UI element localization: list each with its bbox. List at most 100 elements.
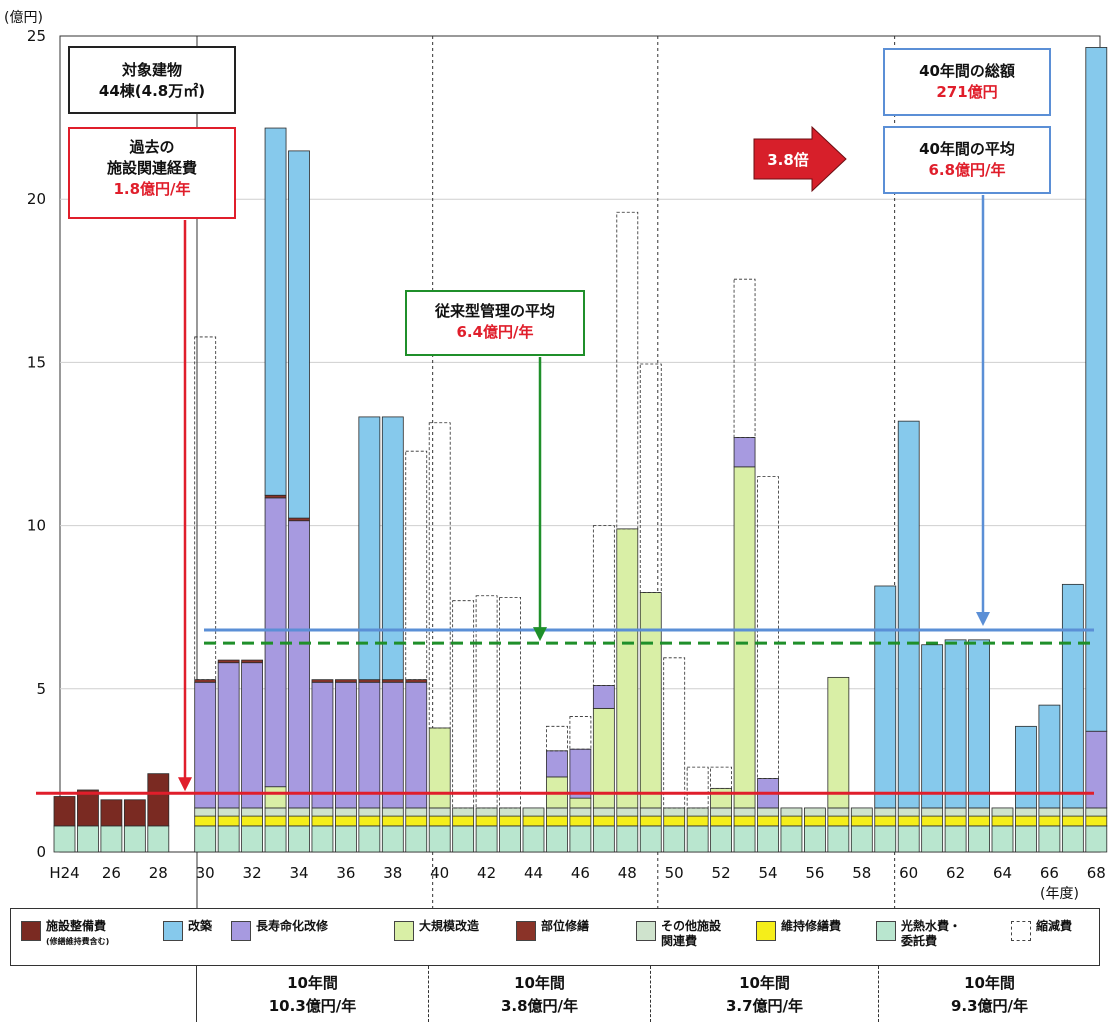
legend-item: 施設整備費 (修繕維持費含む) <box>21 919 109 949</box>
legend-sublabel: (修繕維持費含む) <box>46 937 110 946</box>
bar-segment <box>194 807 217 817</box>
legend-item: その他施設 関連費 <box>636 919 721 949</box>
bar-segment <box>780 825 803 853</box>
bar-segment <box>897 815 920 827</box>
bar-segment <box>217 659 240 664</box>
conventional-average-value: 6.4億円/年 <box>456 323 534 341</box>
bar-segment <box>264 807 287 817</box>
bar-segment <box>944 807 967 817</box>
bar-segment <box>592 825 615 853</box>
bar-segment <box>264 815 287 827</box>
bar-segment <box>991 825 1014 853</box>
target-building-box: 対象建物 44棟(4.8万㎡) <box>68 46 236 114</box>
bar-segment <box>804 825 826 853</box>
bar-segment <box>546 815 568 827</box>
bar-segment <box>288 520 310 809</box>
bar-segment <box>1038 815 1061 827</box>
bar-segment <box>733 466 756 809</box>
bar-segment <box>546 807 568 817</box>
bar-segment <box>1015 725 1037 809</box>
bar-segment <box>710 807 732 817</box>
legend-swatch <box>636 921 656 941</box>
bar-segment <box>874 825 897 853</box>
bar-segment <box>897 807 920 817</box>
ratio-arrow <box>753 125 847 193</box>
y-tick-label: 10 <box>27 517 46 535</box>
bar-segment <box>592 685 615 709</box>
x-axis-unit: (年度) <box>1040 886 1079 902</box>
bar-segment <box>639 592 662 809</box>
x-tick-label: 44 <box>524 864 543 882</box>
legend-label: 縮減費 <box>1036 919 1073 933</box>
bar-segment <box>1015 825 1037 853</box>
bar-segment <box>663 815 686 827</box>
legend-item: 光熱水費・ 委託費 <box>876 919 961 949</box>
y-axis-unit: (億円) <box>4 10 43 26</box>
summary-period: 10年間 <box>287 974 338 992</box>
bar-segment <box>475 807 498 817</box>
bar-segment <box>639 807 662 817</box>
bar-segment <box>358 815 381 827</box>
bar-segment <box>381 807 404 817</box>
bar-segment <box>569 815 592 827</box>
bar-segment <box>288 825 310 853</box>
conventional-average-box: 従来型管理の平均 6.4億円/年 <box>405 290 585 356</box>
bar-segment <box>288 807 310 817</box>
summary-value: 3.7億円/年 <box>725 997 804 1015</box>
bar-segment <box>944 639 967 809</box>
bar-segment <box>780 815 803 827</box>
bar-segment <box>968 825 990 853</box>
bar-segment <box>264 127 287 496</box>
bar-segment <box>991 807 1014 817</box>
bar-segment <box>1085 815 1108 827</box>
bar-segment <box>1038 807 1061 817</box>
bar-segment <box>1038 704 1061 809</box>
x-tick-label: 56 <box>805 864 824 882</box>
bar-segment <box>53 825 76 853</box>
bar-segment <box>569 807 592 817</box>
bar-segment <box>475 595 498 809</box>
bar-segment <box>897 825 920 853</box>
bar-segment <box>921 644 944 809</box>
bar-segment <box>288 815 310 827</box>
legend-item: 大規模改造 <box>394 919 479 941</box>
bar-segment <box>1085 47 1108 732</box>
bar-segment <box>827 676 850 809</box>
bar-segment <box>194 336 217 681</box>
bar-segment <box>334 681 357 809</box>
bar-segment <box>616 211 639 530</box>
bar-segment <box>1085 730 1108 809</box>
bar-segment <box>757 825 779 853</box>
bar-segment <box>616 528 639 809</box>
legend-swatch <box>394 921 414 941</box>
legend-item: 長寿命化改修 <box>231 919 328 941</box>
legend-item: 改築 <box>163 919 212 941</box>
x-tick-label: 62 <box>946 864 965 882</box>
bar-segment <box>77 789 99 827</box>
bar-segment <box>428 727 451 809</box>
bar-segment <box>311 807 334 817</box>
x-tick-label: H24 <box>49 864 79 882</box>
summary-period: 10年間 <box>739 974 790 992</box>
legend-swatch <box>876 921 896 941</box>
summary-period: 10年間 <box>514 974 565 992</box>
conventional-average-label: 従来型管理の平均 <box>434 302 555 320</box>
legend-item: 維持修繕費 <box>756 919 841 941</box>
summary-value: 10.3億円/年 <box>268 997 357 1015</box>
bar-segment <box>639 363 662 593</box>
bar-segment <box>452 815 475 827</box>
chart: 0 5 10 15 20 25(億円) H24 26 28 30 32 34 36 38 40 42 44 46 4… <box>4 10 1108 908</box>
bar-segment <box>241 815 264 827</box>
bar-segment <box>921 807 944 817</box>
bar-segment <box>499 597 521 809</box>
x-tick-label: 48 <box>618 864 637 882</box>
bar-segment <box>452 600 475 809</box>
bar-segment <box>77 825 99 853</box>
average-40y-value: 6.8億円/年 <box>928 161 1006 179</box>
bar-segment <box>804 815 826 827</box>
legend-swatch <box>231 921 251 941</box>
bar-segment <box>710 766 732 789</box>
bar-segment <box>217 825 240 853</box>
bar-segment <box>733 437 756 468</box>
x-tick-label: 64 <box>993 864 1012 882</box>
